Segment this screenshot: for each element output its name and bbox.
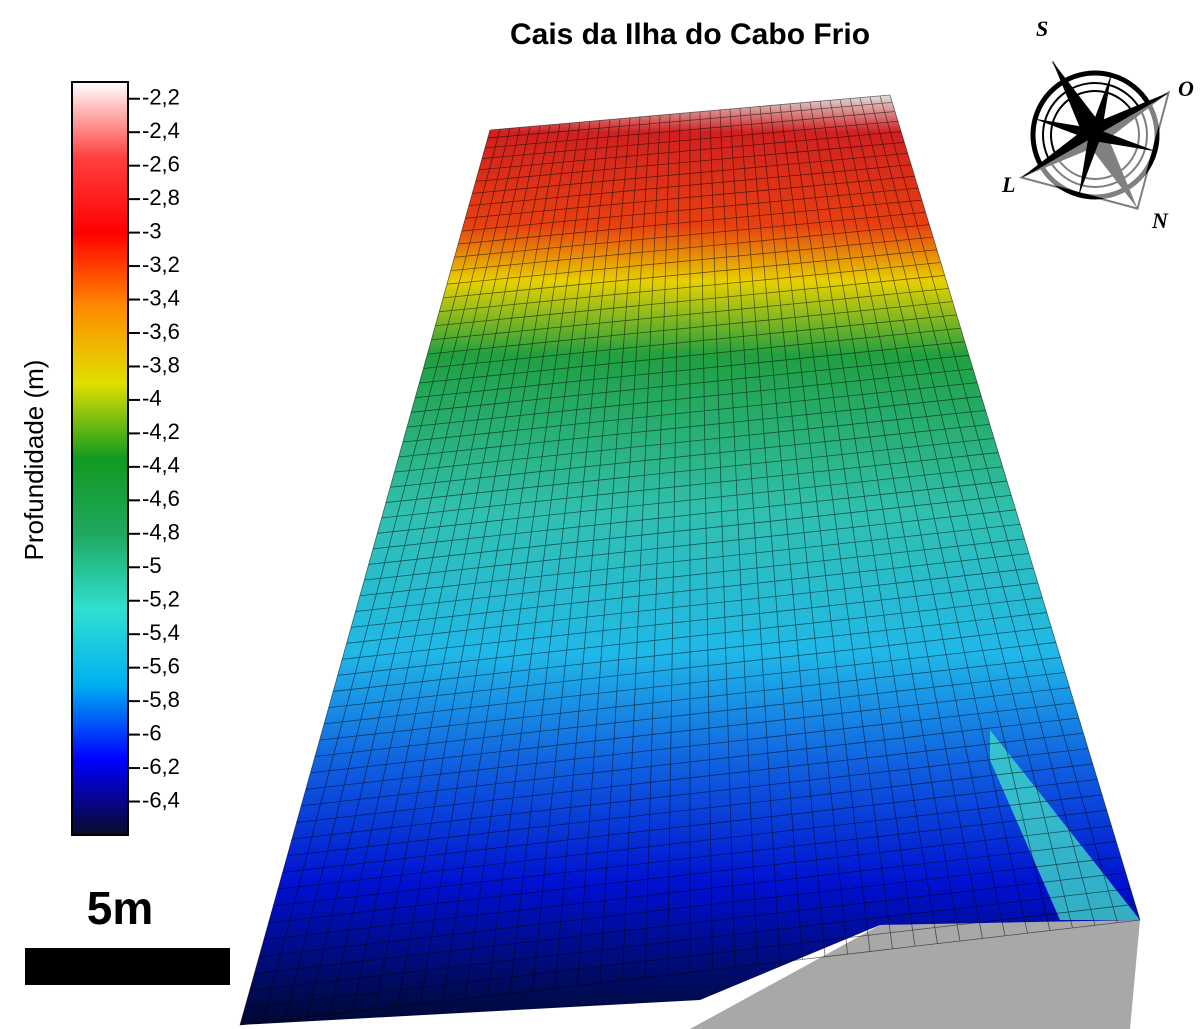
mesh xyxy=(239,94,1141,1026)
mesh-line xyxy=(577,116,641,986)
mesh-line xyxy=(809,101,961,942)
tick-label: -3,2 xyxy=(142,252,180,277)
tick-label: -6,4 xyxy=(142,787,180,812)
tick-label: -2,8 xyxy=(142,185,180,210)
mesh-line xyxy=(709,110,736,968)
mesh-line xyxy=(789,103,916,947)
mesh-line xyxy=(859,97,1073,928)
mesh-line xyxy=(487,120,601,997)
mesh-line xyxy=(239,129,491,1026)
tick-label: -5,4 xyxy=(142,620,180,645)
mesh-line xyxy=(554,117,631,989)
scale-bar xyxy=(25,948,230,985)
mesh-line xyxy=(307,127,521,1018)
compass xyxy=(1018,60,1171,210)
tick-label: -4,4 xyxy=(142,453,180,478)
mesh-line xyxy=(799,102,938,944)
title: Cais da Ilha do Cabo Frio xyxy=(510,18,870,51)
mesh-line xyxy=(284,128,511,1020)
mesh-line xyxy=(759,106,848,955)
tick-label: -2,6 xyxy=(142,151,180,176)
tick-label: -5,8 xyxy=(142,687,180,712)
tick-label: -5,6 xyxy=(142,653,180,678)
tick-label: -3,6 xyxy=(142,319,180,344)
mesh-line xyxy=(839,99,1028,934)
compass-label: S xyxy=(1036,16,1048,41)
tick-label: -5,2 xyxy=(142,587,180,612)
mesh-line xyxy=(739,108,803,960)
mesh-line xyxy=(352,125,541,1012)
colorbar-label: Profundidade (m) xyxy=(19,360,49,561)
tick-label: -5 xyxy=(142,553,162,578)
tick-label: -6,2 xyxy=(142,754,180,779)
mesh-line xyxy=(419,122,571,1005)
mesh-line xyxy=(749,107,826,957)
tick-label: -3,4 xyxy=(142,285,180,310)
mesh-line xyxy=(849,98,1051,931)
mesh-line xyxy=(509,119,611,994)
mesh-line xyxy=(532,118,621,991)
mesh-line xyxy=(262,129,501,1023)
tick-label: -3 xyxy=(142,218,162,243)
mesh-line xyxy=(779,104,893,949)
mesh-line xyxy=(644,114,671,978)
mesh-line xyxy=(622,115,661,981)
mesh-line xyxy=(599,115,651,984)
mesh-line xyxy=(769,105,871,952)
mesh-line xyxy=(729,108,781,963)
mesh-line xyxy=(329,126,531,1015)
tick-label: -4,2 xyxy=(142,419,180,444)
mesh-line xyxy=(879,95,1118,923)
mesh-line xyxy=(397,123,561,1007)
compass-label: N xyxy=(1151,208,1169,233)
scale-label: 5m xyxy=(87,882,153,934)
mesh-line xyxy=(719,109,758,965)
tick-label: -2,2 xyxy=(142,85,180,110)
mesh-line xyxy=(889,94,1141,921)
mesh-line xyxy=(374,124,551,1010)
tick-label: -3,8 xyxy=(142,352,180,377)
mesh-line xyxy=(819,101,983,939)
tick-label: -6 xyxy=(142,720,162,745)
tick-label: -4 xyxy=(142,386,162,411)
colorbar xyxy=(71,81,129,836)
surface-step xyxy=(990,730,1140,920)
tick-label: -4,6 xyxy=(142,486,180,511)
mesh-line xyxy=(464,121,591,999)
compass-label: O xyxy=(1178,76,1194,101)
compass-label: L xyxy=(1001,172,1015,197)
tick-label: -4,8 xyxy=(142,520,180,545)
mesh-line xyxy=(829,100,1006,936)
base-block xyxy=(690,920,1140,1029)
tick-label: -2,4 xyxy=(142,118,180,143)
bathymetry-surface xyxy=(239,94,1141,1029)
mesh-line xyxy=(699,111,713,970)
mesh-line xyxy=(442,122,581,1002)
mesh-line xyxy=(667,113,681,976)
mesh-line xyxy=(869,96,1096,926)
